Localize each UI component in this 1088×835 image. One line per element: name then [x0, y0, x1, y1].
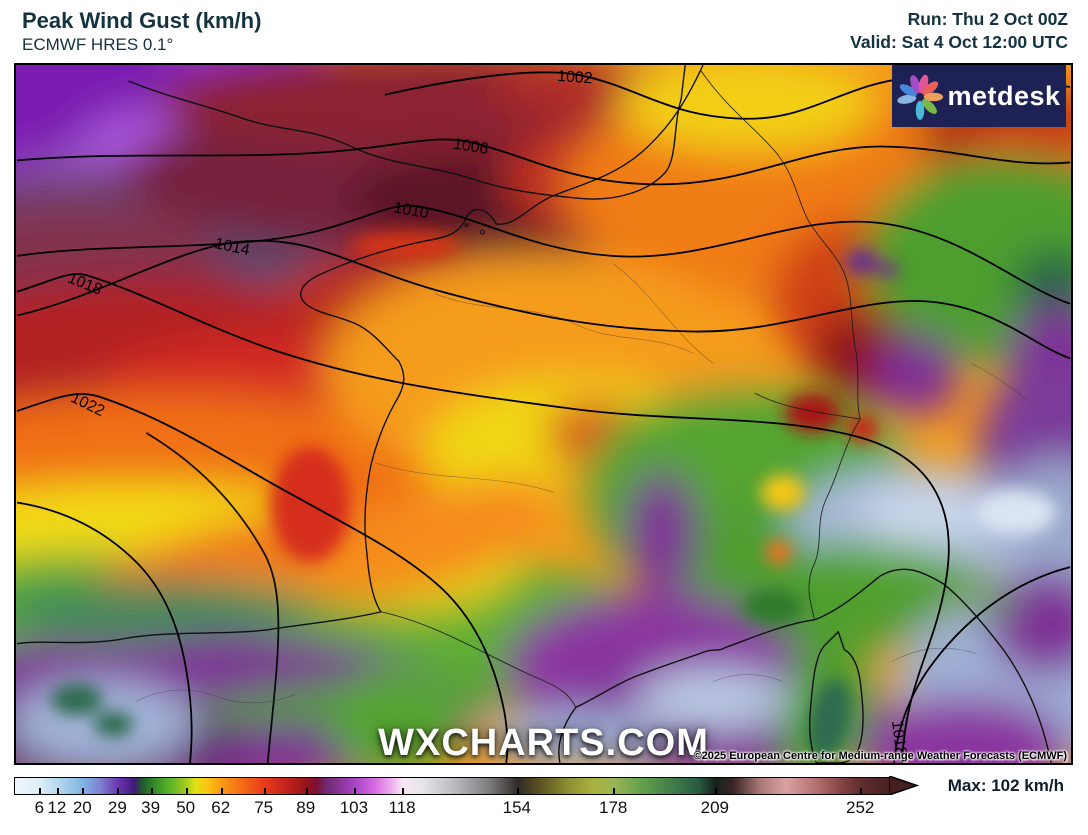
colorbar-tick-label: 103: [339, 798, 369, 817]
colorbar-tick-label: 29: [107, 798, 127, 817]
colorbar-tick-label: 209: [700, 798, 729, 817]
colorbar-tick: [150, 788, 153, 794]
colorbar-tick-label: 118: [388, 798, 416, 817]
copyright-text: ©2025 European Centre for Medium-range W…: [693, 750, 1067, 762]
run-text: Run: Thu 2 Oct 00Z: [907, 9, 1068, 29]
isobar-label: 1002: [557, 68, 594, 87]
colorbar-tick: [39, 788, 42, 794]
colorbar-tick: [353, 788, 356, 794]
colorbar-tick: [56, 788, 59, 794]
isobar-lines: [16, 71, 1071, 763]
isobar-label: 1010: [392, 199, 430, 222]
page-title: Peak Wind Gust (km/h): [22, 8, 262, 33]
watermark: WXCHARTS.COM: [378, 722, 709, 764]
country-borders: [136, 70, 1027, 708]
colorbar-tick-label: 252: [846, 798, 875, 817]
model-subtitle: ECMWF HRES 0.1°: [22, 35, 174, 54]
colorbar-tick: [613, 788, 616, 794]
colorbar-tick: [516, 788, 519, 794]
colorbar-tick: [82, 788, 85, 794]
valid-text: Valid: Sat 4 Oct 12:00 UTC: [850, 32, 1068, 52]
colorbar-arrow: [889, 776, 919, 795]
colorbar-tick-label: 62: [211, 798, 231, 817]
colorbar-tick-label: 178: [598, 798, 628, 817]
colorbar-tick: [305, 788, 308, 794]
wind-gust-field: 1002 1006 1010 1014 1018 1022 1018: [16, 65, 1071, 763]
colorbar-tick-label: 39: [141, 798, 161, 817]
isobar-label: 1018: [888, 720, 909, 757]
colorbar-tick-label: 50: [176, 798, 196, 817]
colorbar-gradient: [15, 778, 891, 794]
colorbar-tick-label: 75: [254, 798, 274, 817]
metdesk-logo[interactable]: metdesk: [892, 65, 1066, 127]
metdesk-pinwheel-icon: [897, 74, 944, 120]
colorbar-tick: [185, 788, 188, 794]
colorbar-tick: [714, 788, 717, 794]
isobar-label: 1006: [452, 136, 490, 158]
colorbar-tick: [860, 788, 863, 794]
run-valid-block: Run: Thu 2 Oct 00Z Valid: Sat 4 Oct 12:0…: [850, 8, 1068, 54]
max-gust-label: Max: 102 km/h: [947, 776, 1064, 795]
colorbar: [14, 777, 892, 795]
colorbar-tick-label: 154: [502, 798, 531, 817]
colorbar-tick-label: 12: [47, 798, 67, 817]
colorbar-tick-label: 6: [34, 798, 45, 817]
metdesk-logo-text: metdesk: [947, 80, 1061, 111]
colorbar-tick: [263, 788, 266, 794]
colorbar-tick: [402, 788, 405, 794]
colorbar-tick: [117, 788, 120, 794]
colorbar-tick-label: 20: [72, 798, 92, 817]
colorbar-tick: [220, 788, 223, 794]
colorbar-tick-label: 89: [296, 798, 316, 817]
weather-map: 1002 1006 1010 1014 1018 1022 1018 metde…: [14, 63, 1073, 765]
colorbar-tick-labels: 6 12 20 29 39 50 62 75 89 103 118 154 178 209 252: [14, 798, 890, 820]
coastlines: [16, 65, 1052, 763]
